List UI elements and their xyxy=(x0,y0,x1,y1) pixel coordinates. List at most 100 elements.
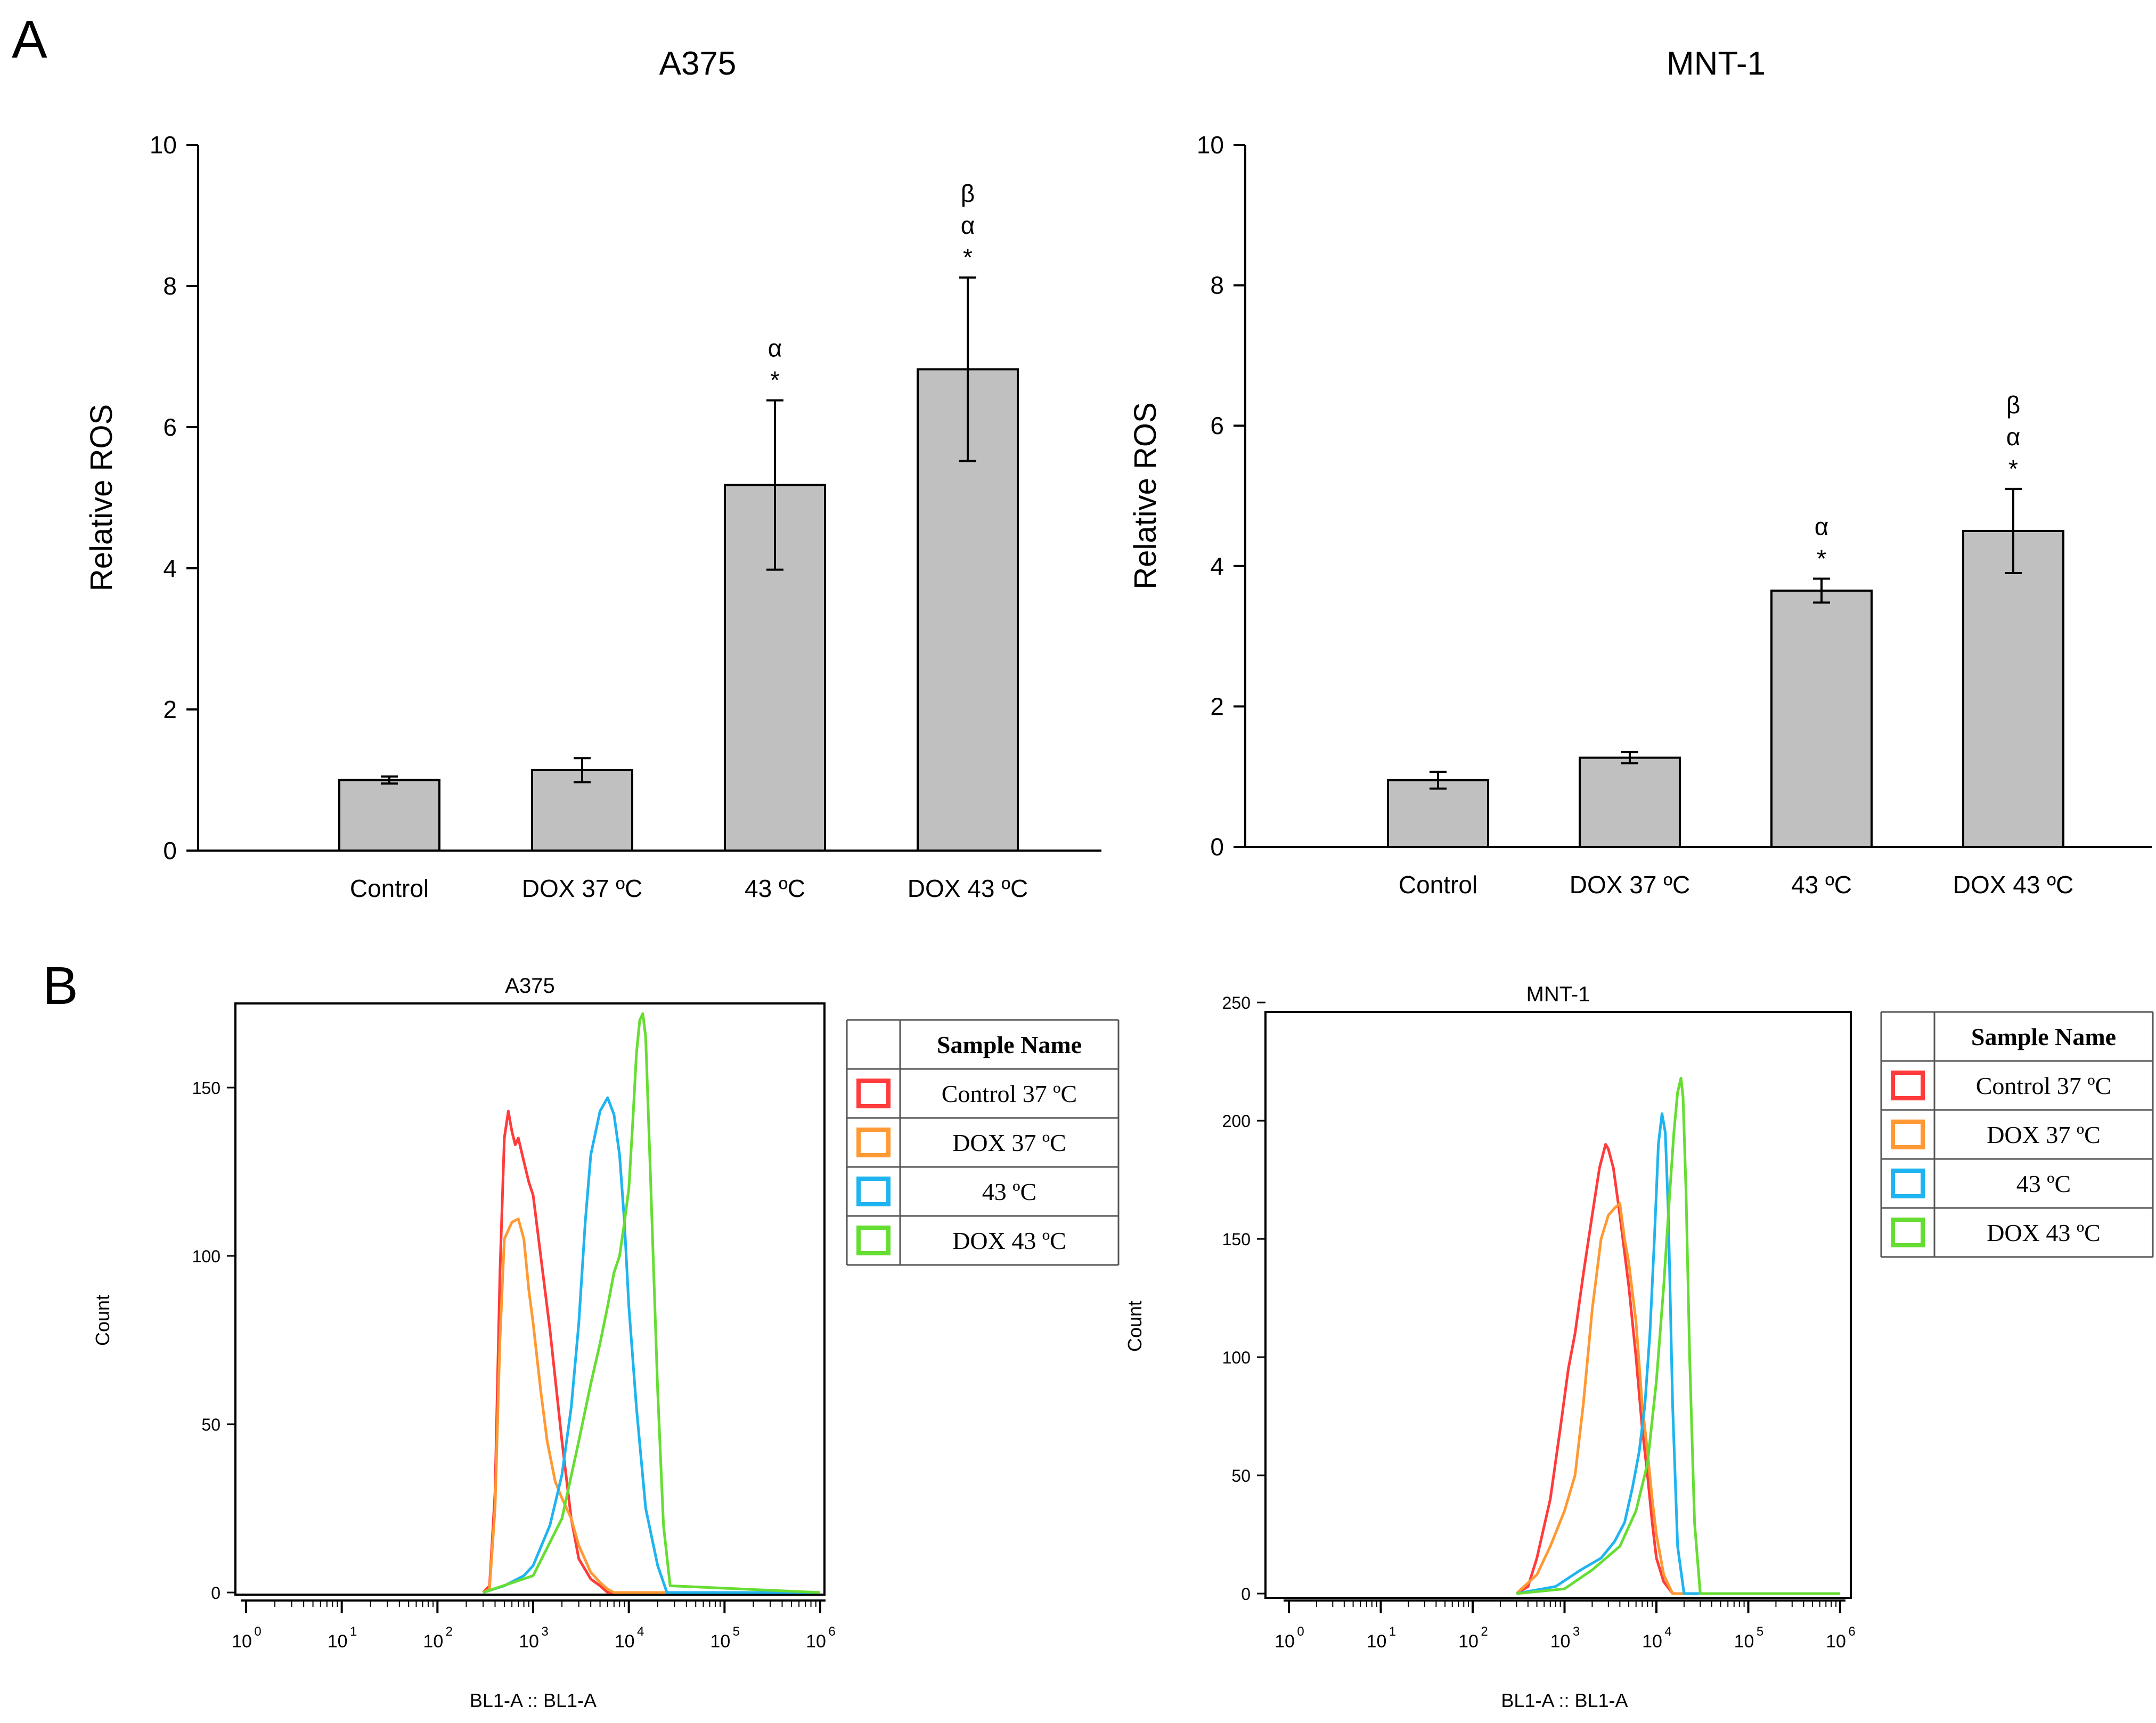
x-tick-exponent: 0 xyxy=(1297,1624,1304,1639)
chart-title: A375 xyxy=(505,974,554,998)
y-axis-label: Count xyxy=(92,1295,113,1346)
x-tick-exponent: 1 xyxy=(350,1624,357,1639)
x-axis-label: BL1-A :: BL1-A xyxy=(1501,1689,1628,1711)
chart-title: MNT-1 xyxy=(1526,983,1590,1006)
legend-swatch xyxy=(856,1079,891,1108)
significance-mark: α xyxy=(2006,423,2021,451)
x-tick-label: 10 xyxy=(1458,1631,1479,1652)
x-tick-label: Control xyxy=(350,875,429,902)
x-tick-label: 10 xyxy=(423,1631,443,1652)
x-tick-label: 10 xyxy=(1642,1631,1662,1652)
legend: Sample Name Control 37 ºC DOX 37 ºC 43 ºC DO… xyxy=(846,1019,1120,1266)
bar xyxy=(1579,756,1681,848)
x-tick-label: 10 xyxy=(328,1631,348,1652)
x-tick-exponent: 0 xyxy=(254,1624,261,1639)
x-tick-exponent: 3 xyxy=(1573,1624,1580,1639)
legend-swatch xyxy=(856,1226,891,1255)
y-tick-label: 150 xyxy=(1222,1230,1251,1249)
series-line-3 xyxy=(1516,1112,1840,1595)
legend-label: 43 ºC xyxy=(2016,1170,2071,1197)
x-tick-label: 10 xyxy=(1550,1631,1571,1652)
y-tick-label: 4 xyxy=(163,554,177,582)
y-tick-label: 10 xyxy=(150,131,177,159)
bar-chart-0: A375 Relative ROS 0 2 4 6 8 10 Control DOX 37 ºC 4… xyxy=(84,45,1101,902)
y-tick-label: 10 xyxy=(1197,131,1224,159)
significance-mark: * xyxy=(770,366,780,394)
legend-swatch xyxy=(856,1177,891,1206)
series-line-1 xyxy=(482,1109,820,1594)
significance-mark: α xyxy=(1815,513,1829,541)
x-tick-label: 10 xyxy=(806,1631,826,1652)
significance-mark: α xyxy=(768,334,782,362)
legend: Sample Name Control 37 ºC DOX 37 ºC 43 ºC DO… xyxy=(1880,1011,2154,1258)
y-tick-label: 0 xyxy=(211,1583,220,1603)
y-tick-label: 2 xyxy=(163,696,177,723)
bar xyxy=(1387,779,1489,848)
y-tick-label: 0 xyxy=(163,837,177,864)
y-tick-label: 8 xyxy=(1210,272,1224,299)
y-axis-label: Count xyxy=(1124,1301,1146,1352)
y-tick-label: 100 xyxy=(1222,1348,1251,1367)
legend-label: DOX 43 ºC xyxy=(952,1227,1066,1254)
x-tick-exponent: 3 xyxy=(541,1624,548,1639)
legend-header: Sample Name xyxy=(1971,1023,2116,1050)
y-tick-label: 2 xyxy=(1210,692,1224,720)
y-axis-label: Relative ROS xyxy=(1128,402,1163,589)
x-tick-exponent: 6 xyxy=(1848,1624,1855,1639)
x-tick-exponent: 5 xyxy=(733,1624,740,1639)
x-axis-label: BL1-A :: BL1-A xyxy=(470,1689,597,1711)
bar xyxy=(1770,589,1873,848)
series-line-3 xyxy=(483,1096,820,1594)
x-tick-label: Control xyxy=(1399,871,1477,899)
x-tick-label: DOX 43 ºC xyxy=(1953,871,2073,899)
x-tick-exponent: 1 xyxy=(1389,1624,1396,1639)
y-tick-label: 150 xyxy=(192,1079,220,1098)
panel-label-b: B xyxy=(43,956,78,1016)
x-tick-label: 10 xyxy=(1826,1631,1846,1652)
legend-label: Control 37 ºC xyxy=(942,1080,1077,1107)
y-tick-label: 100 xyxy=(192,1247,220,1266)
bar xyxy=(1962,529,2064,848)
x-tick-exponent: 4 xyxy=(1664,1624,1671,1639)
x-tick-label: 10 xyxy=(615,1631,635,1652)
x-tick-exponent: 4 xyxy=(637,1624,644,1639)
x-tick-label: DOX 37 ºC xyxy=(1570,871,1690,899)
legend-label: Control 37 ºC xyxy=(1976,1072,2112,1099)
series-line-2 xyxy=(1515,1202,1840,1595)
legend-header: Sample Name xyxy=(937,1031,1082,1058)
bar-chart-1: MNT-1 Relative ROS 0 2 4 6 8 10 Control DOX 37 ºC… xyxy=(1128,45,2152,899)
legend-swatch xyxy=(856,1128,891,1157)
significance-mark: * xyxy=(1817,545,1826,573)
significance-mark: * xyxy=(2008,455,2018,483)
chart-title: MNT-1 xyxy=(1667,45,1766,82)
x-tick-exponent: 2 xyxy=(446,1624,453,1639)
legend-swatch xyxy=(1891,1218,1925,1247)
series-line-1 xyxy=(1515,1143,1840,1595)
y-tick-label: 250 xyxy=(1222,993,1251,1012)
y-tick-label: 6 xyxy=(163,413,177,441)
y-tick-label: 0 xyxy=(1241,1585,1251,1604)
plot-frame xyxy=(1264,1011,1852,1599)
x-tick-exponent: 6 xyxy=(828,1624,835,1639)
legend-label: 43 ºC xyxy=(982,1178,1036,1205)
y-tick-label: 4 xyxy=(1210,552,1224,580)
significance-mark: α xyxy=(961,211,975,239)
x-tick-label: 10 xyxy=(710,1631,730,1652)
legend-label: DOX 37 ºC xyxy=(952,1129,1066,1156)
bar xyxy=(531,769,633,852)
x-tick-exponent: 5 xyxy=(1757,1624,1763,1639)
plot-frame xyxy=(234,1002,826,1596)
y-axis-label: Relative ROS xyxy=(84,404,119,591)
x-tick-label: 10 xyxy=(1734,1631,1754,1652)
y-tick-label: 200 xyxy=(1222,1112,1251,1131)
x-tick-label: DOX 37 ºC xyxy=(522,875,642,902)
y-tick-label: 6 xyxy=(1210,412,1224,439)
x-tick-label: 10 xyxy=(1275,1631,1295,1652)
x-tick-label: 10 xyxy=(232,1631,252,1652)
chart-title: A375 xyxy=(659,45,737,82)
series-line-2 xyxy=(482,1218,820,1594)
legend-swatch xyxy=(1891,1120,1925,1149)
